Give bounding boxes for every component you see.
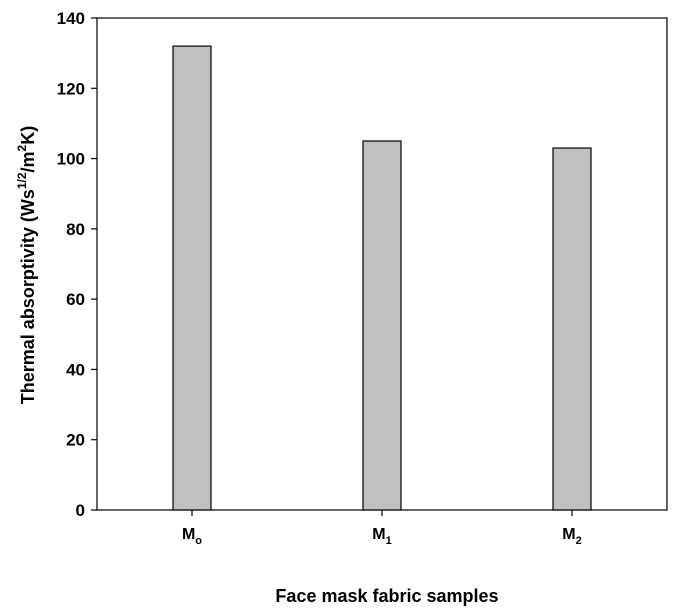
- y-tick-label: 120: [57, 79, 85, 98]
- y-tick-label: 60: [66, 290, 85, 309]
- x-tick-label-base: M: [372, 526, 385, 543]
- bar-1: [362, 140, 402, 511]
- x-axis-ticks: Mo M1 M2: [182, 510, 582, 547]
- y-axis-label-main: Thermal absorptivity (Ws: [18, 189, 38, 404]
- x-tick-label-sub: 1: [386, 535, 392, 547]
- y-axis-ticks: 0 20 40 60 80 100 120 140: [57, 9, 97, 520]
- x-tick-label: M1: [372, 526, 391, 547]
- x-tick-label: Mo: [182, 526, 202, 547]
- x-tick-label-base: M: [562, 526, 575, 543]
- y-axis-label-sup1: 1/2: [15, 172, 29, 189]
- x-tick-label-sub: o: [195, 535, 202, 547]
- x-tick-label: M2: [562, 526, 581, 547]
- y-tick-label: 80: [66, 220, 85, 239]
- x-tick-label-sub: 2: [576, 535, 582, 547]
- y-axis-label-end: K): [18, 126, 38, 145]
- y-axis-label-mid: /m: [18, 151, 38, 172]
- y-axis-label-sup2: 2: [15, 144, 29, 151]
- y-tick-label: 40: [66, 360, 85, 379]
- bar-0: [172, 45, 212, 511]
- y-tick-label: 100: [57, 150, 85, 169]
- y-tick-label: 0: [76, 501, 85, 520]
- y-tick-label: 20: [66, 431, 85, 450]
- bar-2: [552, 147, 592, 511]
- bars: [172, 45, 592, 511]
- x-axis-label: Face mask fabric samples: [275, 586, 498, 606]
- y-tick-label: 140: [57, 9, 85, 28]
- x-tick-label-base: M: [182, 526, 195, 543]
- y-axis-label: Thermal absorptivity (Ws1/2/m2K): [15, 126, 38, 404]
